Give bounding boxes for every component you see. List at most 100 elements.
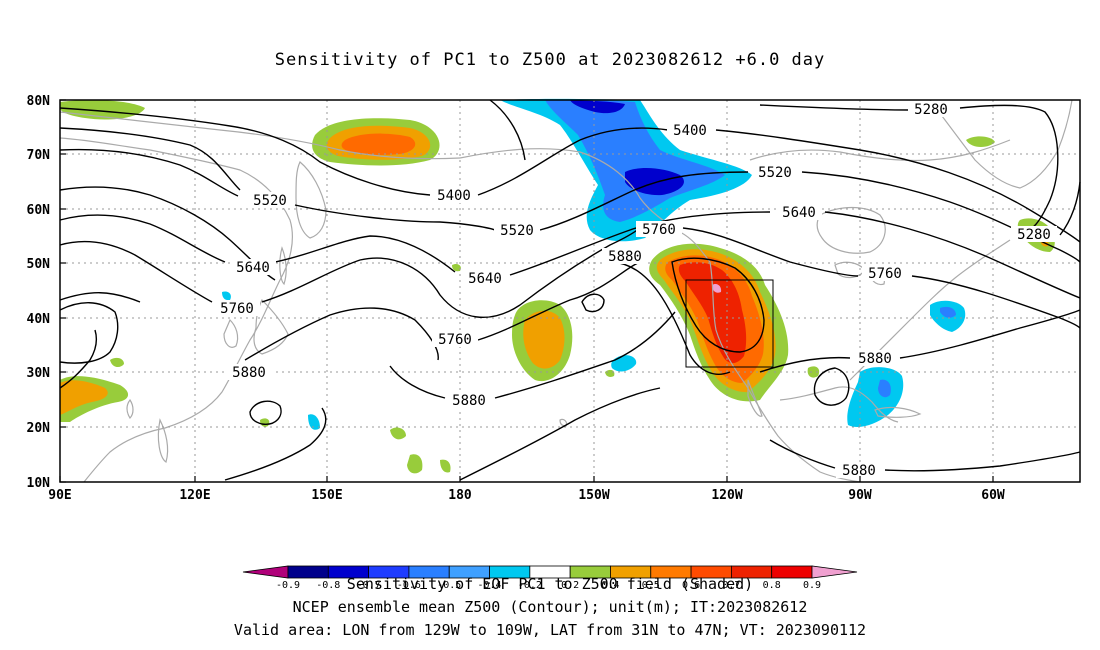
coastlines — [59, 99, 1073, 483]
contour-label: 5400 — [437, 188, 471, 204]
shade-green-small-5 — [260, 418, 270, 427]
contour-label: 5280 — [914, 102, 948, 118]
coast-sakhalin — [279, 246, 287, 286]
lat-label: 60N — [27, 203, 51, 218]
contour-5880-south — [389, 311, 676, 399]
coast-cuba — [874, 406, 922, 418]
contour-label-5280-b: 5280 — [1011, 226, 1057, 243]
lon-label: 120W — [711, 488, 742, 503]
shade-orange-central-pacific — [523, 310, 565, 369]
colorbar-tick-label: -0.6 — [397, 580, 421, 591]
contour-south-west — [224, 407, 327, 481]
contour-5760-ridge-loop — [671, 257, 765, 353]
contour-5880 — [59, 261, 1081, 375]
shade-red-west-us — [678, 262, 747, 364]
contour-label: 5760 — [220, 301, 254, 317]
valid-area-box — [685, 279, 774, 368]
shade-green-small-6 — [452, 263, 461, 272]
shade-blue-caribbean — [847, 367, 904, 427]
contour-label-5880-c: 5880 — [852, 350, 898, 367]
shade-blue-small-1 — [222, 291, 231, 301]
coast-mexico-baja — [747, 379, 763, 417]
lon-label: 90E — [48, 488, 71, 503]
coast-alaska — [459, 148, 711, 263]
lon-labels: 90E 120E 150E 180 150W 120W 90W 60W — [48, 488, 1005, 503]
lat-label: 50N — [27, 257, 51, 272]
contour-5880-bottom-west — [459, 387, 661, 481]
shade-green-small-4 — [440, 459, 451, 473]
contour-label-5400-a: 5400 — [667, 122, 713, 139]
contour-label-5520-b: 5520 — [247, 192, 293, 209]
contour-label: 5760 — [642, 222, 676, 238]
contour-label-5760-c: 5760 — [214, 300, 260, 317]
colorbar-tick-label: -0.7 — [357, 580, 381, 591]
map-frame — [59, 99, 1081, 483]
contour-label-5640-c: 5640 — [462, 270, 508, 287]
contour-label: 5520 — [500, 223, 534, 239]
lat-label: 30N — [27, 366, 51, 381]
z500-contours — [59, 99, 1081, 481]
contour-label: 5880 — [858, 351, 892, 367]
colorbar-tick-label: -0.2 — [518, 580, 542, 591]
shade-green-greenland — [966, 136, 995, 147]
colorbar-tick-label: 0.4 — [601, 580, 619, 591]
colorbar-tick-label: -0.8 — [316, 580, 340, 591]
contour-label-5640-b: 5640 — [230, 259, 276, 276]
shade-green-small-8 — [807, 366, 820, 378]
lon-label: 180 — [448, 488, 472, 503]
caption-shaded: Sensitivity of EOF PC1 to Z500 field (Sh… — [346, 575, 754, 593]
shade-blue-small-3 — [611, 355, 637, 372]
coast-hawaii — [559, 418, 568, 427]
colorbar-tick-label: 0.2 — [561, 580, 579, 591]
coast-taiwan — [126, 398, 134, 419]
caption-contour: NCEP ensemble mean Z500 (Contour); unit(… — [292, 598, 808, 616]
contour-label-group: 5280 5280 5400 5400 5520 5520 5520 5640 … — [214, 101, 1057, 479]
colorbar-tick-label: -0.5 — [437, 580, 461, 591]
contour-label: 5760 — [868, 266, 902, 282]
lon-label: 120E — [179, 488, 210, 503]
contour-small-loop-2 — [581, 293, 605, 313]
contour-label-5880-b: 5880 — [226, 364, 272, 381]
shade-orange-ecs — [60, 380, 108, 415]
lat-labels: 80N 70N 60N 50N 40N 30N 20N 10N — [27, 94, 51, 491]
colorbar-tick-label: 0.5 — [642, 580, 660, 591]
colorbar-tick-label: 0.8 — [763, 580, 781, 591]
contour-label-5520-c: 5520 — [494, 222, 540, 239]
coast-greenland — [929, 99, 1073, 189]
contour-small-loop-1 — [249, 400, 282, 425]
lon-label: 150E — [311, 488, 342, 503]
colorbar-right-arrow — [811, 565, 858, 579]
lat-label: 80N — [27, 94, 51, 109]
contour-label-5760-a: 5760 — [636, 221, 682, 238]
contour-label: 5400 — [673, 123, 707, 139]
contour-label: 5640 — [468, 271, 502, 287]
shade-blue-mid — [545, 100, 725, 222]
shade-green-small-3 — [407, 454, 423, 474]
contour-label: 5520 — [758, 165, 792, 181]
contour-label: 5280 — [1017, 227, 1051, 243]
axis-ticks — [59, 99, 994, 483]
colorbar-tick-label: -0.9 — [276, 580, 300, 591]
shade-green-small-2 — [390, 427, 406, 440]
lat-label: 20N — [27, 421, 51, 436]
colorbar-tick-label: 0.9 — [803, 580, 821, 591]
coast-japan — [253, 298, 289, 355]
contour-label-5760-b: 5760 — [862, 265, 908, 282]
contour-label-5760-d: 5760 — [432, 331, 478, 348]
lon-label: 150W — [578, 488, 609, 503]
coast-kamchatka — [295, 161, 327, 239]
contour-5400-west — [59, 107, 1081, 243]
lat-label: 70N — [27, 148, 51, 163]
grid-lines — [60, 100, 1080, 482]
lat-label: 10N — [27, 476, 51, 491]
map-title: Sensitivity of PC1 to Z500 at 2023082612… — [274, 50, 826, 70]
shade-blue-dark — [570, 100, 684, 196]
contour-label: 5520 — [253, 193, 287, 209]
shade-green-small-1 — [110, 357, 124, 368]
contour-label: 5880 — [452, 393, 486, 409]
contour-5640 — [59, 211, 1081, 299]
contour-5880-bottom — [769, 439, 1081, 472]
contour-label-5880-d: 5880 — [446, 392, 492, 409]
